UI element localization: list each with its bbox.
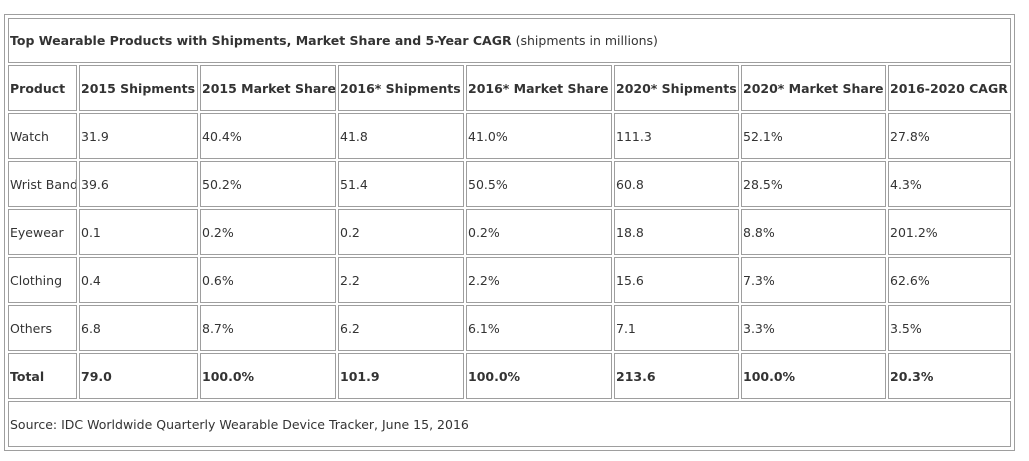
table-cell: Wrist Band <box>8 161 77 207</box>
column-header: 2016* Market Share <box>466 65 612 111</box>
table-cell: 8.8% <box>741 209 886 255</box>
column-header: 2016* Shipments <box>338 65 464 111</box>
table-cell: 50.5% <box>466 161 612 207</box>
table-cell: 41.0% <box>466 113 612 159</box>
table-cell: 111.3 <box>614 113 739 159</box>
total-cell: 100.0% <box>466 353 612 399</box>
wearables-table-frame: Top Wearable Products with Shipments, Ma… <box>4 14 1015 451</box>
column-header: 2020* Shipments <box>614 65 739 111</box>
table-cell: Clothing <box>8 257 77 303</box>
total-row: Total 79.0 100.0% 101.9 100.0% 213.6 100… <box>8 353 1012 399</box>
table-row: Eyewear 0.1 0.2% 0.2 0.2% 18.8 8.8% 201.… <box>8 209 1012 255</box>
table-cell: 0.1 <box>79 209 198 255</box>
table-cell: 6.8 <box>79 305 198 351</box>
column-header: 2015 Market Share <box>200 65 336 111</box>
total-cell: 213.6 <box>614 353 739 399</box>
table-cell: 62.6% <box>888 257 1012 303</box>
table-caption: Top Wearable Products with Shipments, Ma… <box>8 18 1012 63</box>
wearables-table: Top Wearable Products with Shipments, Ma… <box>6 16 1013 449</box>
table-row: Clothing 0.4 0.6% 2.2 2.2% 15.6 7.3% 62.… <box>8 257 1012 303</box>
column-header: Product <box>8 65 77 111</box>
table-row: Wrist Band 39.6 50.2% 51.4 50.5% 60.8 28… <box>8 161 1012 207</box>
table-cell: 7.3% <box>741 257 886 303</box>
header-row: Product 2015 Shipments 2015 Market Share… <box>8 65 1012 111</box>
column-header: 2016-2020 CAGR <box>888 65 1012 111</box>
total-cell: 79.0 <box>79 353 198 399</box>
table-cell: 60.8 <box>614 161 739 207</box>
table-cell: 18.8 <box>614 209 739 255</box>
table-cell: Eyewear <box>8 209 77 255</box>
table-cell: 6.1% <box>466 305 612 351</box>
table-cell: 31.9 <box>79 113 198 159</box>
column-header: 2015 Shipments <box>79 65 198 111</box>
table-cell: 41.8 <box>338 113 464 159</box>
table-row: Others 6.8 8.7% 6.2 6.1% 7.1 3.3% 3.5% <box>8 305 1012 351</box>
table-cell: 4.3% <box>888 161 1012 207</box>
table-cell: 51.4 <box>338 161 464 207</box>
table-cell: 0.2% <box>200 209 336 255</box>
table-cell: 0.2% <box>466 209 612 255</box>
table-cell: 52.1% <box>741 113 886 159</box>
total-cell: 100.0% <box>741 353 886 399</box>
table-cell: 6.2 <box>338 305 464 351</box>
total-cell: 101.9 <box>338 353 464 399</box>
source-note: Source: IDC Worldwide Quarterly Wearable… <box>8 401 1012 447</box>
total-cell: Total <box>8 353 77 399</box>
table-cell: 27.8% <box>888 113 1012 159</box>
table-cell: 3.3% <box>741 305 886 351</box>
table-row: Watch 31.9 40.4% 41.8 41.0% 111.3 52.1% … <box>8 113 1012 159</box>
table-cell: 28.5% <box>741 161 886 207</box>
table-cell: 0.2 <box>338 209 464 255</box>
table-cell: 2.2 <box>338 257 464 303</box>
total-cell: 20.3% <box>888 353 1012 399</box>
column-header: 2020* Market Share <box>741 65 886 111</box>
table-cell: 0.4 <box>79 257 198 303</box>
table-cell: 15.6 <box>614 257 739 303</box>
table-cell: 8.7% <box>200 305 336 351</box>
table-cell: Watch <box>8 113 77 159</box>
table-cell: Others <box>8 305 77 351</box>
table-cell: 201.2% <box>888 209 1012 255</box>
table-cell: 0.6% <box>200 257 336 303</box>
table-cell: 40.4% <box>200 113 336 159</box>
table-cell: 39.6 <box>79 161 198 207</box>
total-cell: 100.0% <box>200 353 336 399</box>
table-caption-note: (shipments in millions) <box>515 33 658 48</box>
table-title: Top Wearable Products with Shipments, Ma… <box>10 33 512 48</box>
table-cell: 3.5% <box>888 305 1012 351</box>
table-cell: 50.2% <box>200 161 336 207</box>
table-cell: 2.2% <box>466 257 612 303</box>
table-cell: 7.1 <box>614 305 739 351</box>
